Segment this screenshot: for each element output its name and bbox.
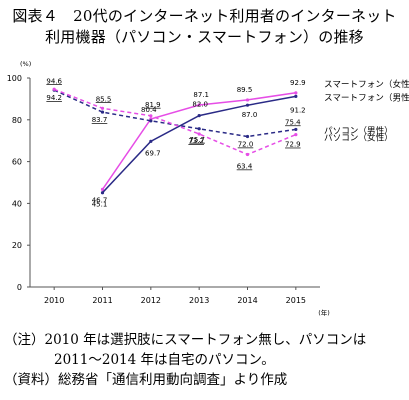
data-label: 85.5: [96, 95, 112, 103]
chart-notes: （注）2010 年は選択肢にスマートフォン無し、パソコンは 2011～2014 …: [4, 330, 406, 390]
note-line-1: （注）2010 年は選択肢にスマートフォン無し、パソコンは: [4, 332, 367, 348]
data-label: 92.9: [290, 79, 306, 87]
data-label: 45.1: [92, 201, 108, 209]
x-tick-label: 2011: [92, 296, 112, 305]
series-point-1: [100, 187, 105, 191]
series-point-4: [100, 106, 105, 110]
series-point-1: [245, 98, 250, 102]
data-label: 46.7: [92, 196, 108, 204]
data-label: 89.5: [237, 86, 253, 94]
series-point-4: [149, 114, 153, 118]
x-axis-unit: (年): [318, 308, 330, 317]
data-label: 87.1: [193, 91, 209, 99]
series-point-2: [100, 191, 105, 195]
series-point-3: [100, 110, 105, 114]
series-point-4: [245, 152, 250, 157]
series-point-1: [294, 91, 298, 95]
x-tick-label: 2014: [237, 296, 257, 305]
title-line-1: 図表４ 20代のインターネット利用者のインターネット: [12, 7, 397, 25]
series-point-2: [294, 94, 298, 98]
data-label: 94.2: [46, 94, 62, 102]
series-name-label: パソコン（男性）: [324, 124, 393, 136]
data-label: 82.0: [192, 101, 208, 109]
data-label: 75.7: [189, 136, 205, 144]
series-name-label: スマートフォン（女性）: [324, 78, 409, 90]
series-point-3: [245, 134, 250, 139]
series-point-3: [197, 127, 201, 131]
chart-title: 図表４ 20代のインターネット利用者のインターネット 利用機器（パソコン・スマー…: [0, 6, 409, 48]
y-tick-label: 40: [12, 199, 22, 208]
data-label: 81.9: [145, 101, 161, 109]
series-point-2: [149, 139, 153, 143]
series-point-2: [245, 103, 250, 107]
line-chart: 0 20 40 60 80 100 2010 2011 2012 2013 2014 2015 (%) (…: [7, 60, 409, 317]
series-point-4: [52, 87, 56, 91]
y-tick-label: 100: [7, 74, 22, 83]
data-label: 72.0: [238, 141, 254, 149]
series-name-label: パソコン（女性）: [324, 132, 393, 144]
series-point-1: [197, 103, 201, 107]
series-line-4: [53, 88, 297, 156]
series-point-3: [294, 127, 298, 132]
y-tick-label: 20: [12, 241, 22, 250]
title-line-2: 利用機器（パソコン・スマートフォン）の推移: [45, 28, 364, 46]
data-label: 80.4: [141, 106, 157, 114]
x-tick-label: 2010: [44, 296, 64, 305]
data-label: 87.0: [242, 111, 258, 119]
x-tick-label: 2013: [189, 296, 209, 305]
data-label: 72.9: [285, 141, 301, 149]
series-name-label: スマートフォン（男性）: [324, 91, 409, 103]
series-point-2: [197, 114, 201, 118]
series-point-4: [197, 132, 201, 136]
series-line-3: [53, 89, 296, 138]
data-label: 91.2: [290, 106, 306, 114]
source-line: （資料）総務省「通信利用動向調査」より作成: [4, 372, 288, 388]
data-label: 83.7: [92, 116, 108, 124]
data-label: 69.7: [145, 149, 161, 157]
x-tick-label: 2015: [286, 296, 306, 305]
series-point-3: [149, 119, 153, 123]
data-label: 63.4: [237, 162, 253, 170]
y-tick-label: 80: [12, 116, 22, 125]
y-tick-label: 60: [12, 158, 22, 167]
data-label: 73.2: [188, 137, 204, 145]
series-point-4: [294, 133, 298, 137]
y-axis-unit: (%): [20, 60, 31, 68]
note-line-2: 2011～2014 年は自宅のパソコン。: [54, 352, 275, 368]
x-tick-label: 2012: [141, 296, 161, 305]
data-label: 94.6: [46, 77, 62, 85]
data-label: 75.4: [285, 118, 301, 126]
y-tick-label: 0: [17, 283, 22, 292]
